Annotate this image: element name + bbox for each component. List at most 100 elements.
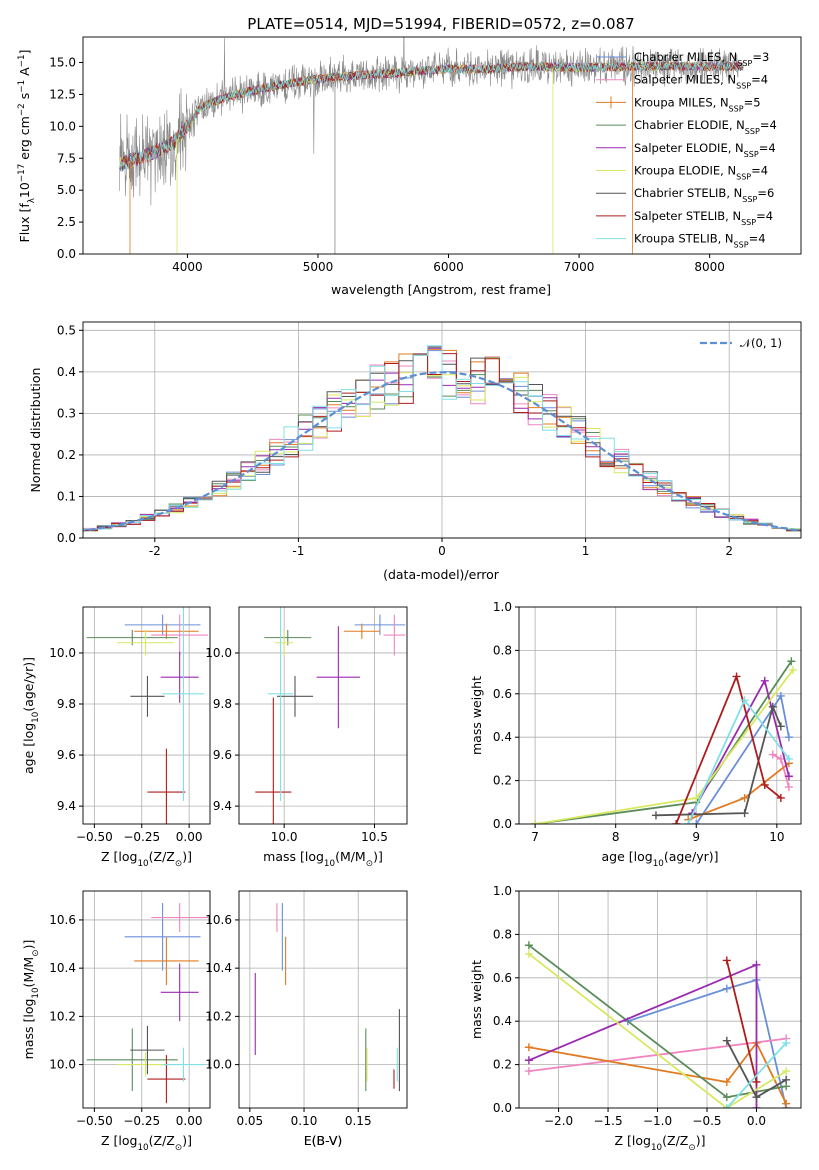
series-line bbox=[528, 963, 758, 1108]
legend-entry-chabrier-miles: Chabrier MILES, NSSP=3 bbox=[634, 50, 769, 68]
series-line bbox=[695, 693, 790, 824]
point-salpeter-elodie bbox=[160, 651, 199, 703]
y-tick-label: 12.5 bbox=[49, 87, 76, 101]
x-tick-label: −0.50 bbox=[76, 830, 113, 844]
y-tick-label: 9.6 bbox=[213, 748, 232, 762]
series-point bbox=[524, 949, 533, 958]
x-tick-label: −1.0 bbox=[643, 1114, 672, 1128]
series-point bbox=[722, 1036, 731, 1045]
spectrum-ylabel: Flux [fλ10−17 erg cm−2 s−1 A−1] bbox=[17, 50, 37, 243]
point-kroupa-stelib bbox=[162, 1047, 205, 1082]
age_vs_Z-ylabel: age [log10(age/yr)] bbox=[21, 657, 41, 774]
mass_vs_ebv-xlabel: E(B-V) bbox=[304, 1133, 343, 1148]
point-salpeter-stelib bbox=[255, 697, 292, 824]
series-point bbox=[672, 820, 681, 824]
y-tick-label: 10.6 bbox=[205, 913, 232, 927]
series-point bbox=[740, 809, 749, 818]
mass_vs_Z-ylabel: mass [log10(M/M⊙)] bbox=[21, 940, 41, 1060]
weight_vs_age-ylabel: mass weight bbox=[469, 676, 484, 755]
series-line bbox=[726, 1042, 787, 1108]
series-point bbox=[692, 820, 701, 824]
point-salpeter-elodie bbox=[160, 963, 199, 1022]
x-tick-label: 6000 bbox=[433, 260, 464, 274]
residuals-ylabel: Normed distribution bbox=[28, 368, 43, 493]
x-tick-label: −1.5 bbox=[593, 1114, 622, 1128]
mass_vs_ebv-xlabel: E(B-V) bbox=[304, 1133, 343, 1148]
x-tick-label: 8000 bbox=[694, 260, 725, 274]
point-kroupa-elodie bbox=[275, 629, 294, 656]
point-chabrier-stelib bbox=[130, 1026, 165, 1075]
point-kroupa-stelib bbox=[162, 607, 205, 802]
plot-area bbox=[524, 941, 791, 1108]
x-tick-label: 7 bbox=[531, 830, 539, 844]
y-tick-label: 0.4 bbox=[57, 365, 76, 379]
y-tick-label: 2.5 bbox=[57, 215, 76, 229]
legend-entry-salpeter-elodie: Salpeter ELODIE, NSSP=4 bbox=[634, 141, 776, 159]
y-tick-label: 0.1 bbox=[57, 489, 76, 503]
series-point bbox=[752, 1077, 761, 1086]
y-tick-label: 10.2 bbox=[205, 1009, 232, 1023]
y-tick-label: 10.0 bbox=[205, 646, 232, 660]
x-tick-label: 4000 bbox=[172, 260, 203, 274]
mass_vs_Z-xlabel: Z [log10(Z/Z⊙)] bbox=[101, 1133, 192, 1153]
series-kroupa-stelib bbox=[684, 696, 793, 824]
age-vs-metallicity-panel: −0.50 −0.25 0.00 9.4 9.6 9.8 10.0 Z [log10(Z/Z⊙… bbox=[21, 606, 211, 869]
series-point bbox=[722, 956, 731, 965]
x-tick-label: 9 bbox=[692, 830, 700, 844]
series-point bbox=[524, 1043, 533, 1052]
series-line bbox=[627, 978, 788, 1108]
series-point bbox=[782, 1075, 791, 1084]
y-tick-label: 0.0 bbox=[493, 817, 512, 831]
gaussian-reference bbox=[83, 371, 801, 532]
series-chabrier-stelib bbox=[722, 1036, 791, 1102]
series-line bbox=[528, 1041, 788, 1105]
series-line bbox=[528, 953, 787, 1108]
series-point bbox=[524, 941, 533, 950]
y-tick-label: 0.0 bbox=[57, 531, 76, 545]
y-tick-label: 0.8 bbox=[493, 643, 512, 657]
series-point bbox=[740, 793, 749, 802]
age_vs_mass-xlabel: mass [log10(M/M⊙)] bbox=[263, 849, 383, 869]
x-tick-label: -1 bbox=[292, 544, 304, 558]
x-tick-label: 10 bbox=[769, 830, 784, 844]
axes-frame bbox=[518, 606, 802, 825]
series-point bbox=[782, 1038, 791, 1047]
series-point bbox=[722, 1104, 731, 1108]
y-tick-label: 5.0 bbox=[57, 183, 76, 197]
x-tick-label: 0.00 bbox=[176, 1114, 203, 1128]
series-point bbox=[788, 665, 797, 674]
series-point bbox=[782, 1067, 791, 1076]
y-tick-label: 10.6 bbox=[49, 913, 76, 927]
point-chabrier-elodie bbox=[86, 1028, 178, 1092]
series-point bbox=[740, 696, 749, 705]
axes-frame bbox=[82, 36, 802, 255]
spectrum-panel: 4000 5000 6000 7000 8000 0.0 2.5 5.0 7.5 10.0 12.5… bbox=[17, 15, 802, 297]
series-point bbox=[760, 676, 769, 685]
y-tick-label: 10.0 bbox=[49, 1058, 76, 1072]
plot-area bbox=[254, 903, 400, 1092]
y-tick-label: 1.0 bbox=[493, 600, 512, 614]
series-point bbox=[784, 754, 793, 763]
series-chabrier-elodie bbox=[531, 657, 796, 824]
legend-entry-kroupa-stelib: Kroupa STELIB, NSSP=4 bbox=[634, 232, 766, 250]
axes-frame bbox=[518, 890, 802, 1109]
residuals-panel: -2 -1 0 1 2 0.0 0.1 0.2 0.3 0.4 0.5 (data-model)/er… bbox=[28, 321, 802, 582]
y-tick-label: 7.5 bbox=[57, 151, 76, 165]
x-tick-label: 0.00 bbox=[176, 830, 203, 844]
point-chabrier-stelib bbox=[276, 675, 314, 717]
point-salpeter-stelib bbox=[147, 1054, 186, 1104]
legend-entry-chabrier-stelib: Chabrier STELIB, NSSP=6 bbox=[634, 186, 774, 204]
series-point bbox=[692, 793, 701, 802]
x-tick-label: 0.15 bbox=[345, 1114, 372, 1128]
y-tick-label: 9.4 bbox=[57, 799, 76, 813]
y-tick-label: 0.6 bbox=[493, 971, 512, 985]
x-tick-label: 1 bbox=[582, 544, 590, 558]
x-tick-label: -2 bbox=[149, 544, 161, 558]
point-chabrier-stelib bbox=[130, 675, 165, 717]
legend-entry-salpeter-stelib: Salpeter STELIB, NSSP=4 bbox=[634, 209, 773, 227]
x-tick-label: 8 bbox=[612, 830, 620, 844]
x-tick-label: −2.0 bbox=[544, 1114, 573, 1128]
series-kroupa-miles bbox=[524, 1038, 791, 1108]
point-salpeter-miles bbox=[383, 614, 406, 656]
